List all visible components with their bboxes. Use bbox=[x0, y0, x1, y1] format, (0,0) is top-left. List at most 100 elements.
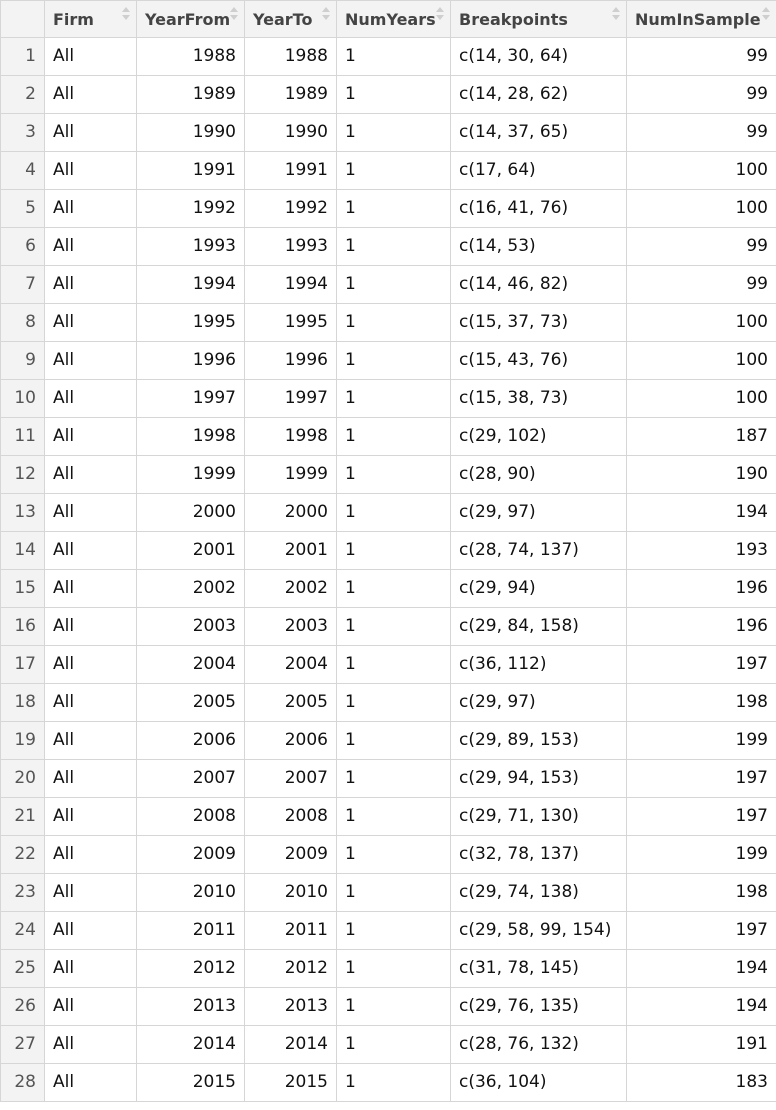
cell-yearfrom: 1998 bbox=[136, 417, 245, 456]
cell-numyears: 1 bbox=[336, 721, 451, 760]
table-row: 2 All 1989 1989 1 c(14, 28, 62) 99 bbox=[0, 75, 776, 114]
row-index: 27 bbox=[0, 1025, 45, 1064]
column-header-label: Firm bbox=[53, 9, 94, 29]
cell-breakpoints: c(29, 102) bbox=[450, 417, 627, 456]
sort-icon[interactable] bbox=[322, 7, 330, 27]
cell-numinsample: 191 bbox=[626, 1025, 776, 1064]
cell-breakpoints: c(14, 37, 65) bbox=[450, 113, 627, 152]
cell-yearto: 1995 bbox=[244, 303, 337, 342]
cell-breakpoints: c(14, 30, 64) bbox=[450, 37, 627, 76]
table-row: 15 All 2002 2002 1 c(29, 94) 196 bbox=[0, 569, 776, 608]
cell-numyears: 1 bbox=[336, 455, 451, 494]
table-row: 19 All 2006 2006 1 c(29, 89, 153) 199 bbox=[0, 721, 776, 760]
cell-yearfrom: 2002 bbox=[136, 569, 245, 608]
cell-numinsample: 196 bbox=[626, 569, 776, 608]
cell-firm: All bbox=[44, 493, 137, 532]
cell-numyears: 1 bbox=[336, 987, 451, 1026]
column-header-breakpoints[interactable]: Breakpoints bbox=[450, 0, 627, 38]
sort-icon[interactable] bbox=[612, 7, 620, 27]
cell-breakpoints: c(15, 37, 73) bbox=[450, 303, 627, 342]
table-row: 24 All 2011 2011 1 c(29, 58, 99, 154) 197 bbox=[0, 911, 776, 950]
row-index: 4 bbox=[0, 151, 45, 190]
cell-breakpoints: c(29, 97) bbox=[450, 683, 627, 722]
cell-yearto: 1996 bbox=[244, 341, 337, 380]
cell-breakpoints: c(31, 78, 145) bbox=[450, 949, 627, 988]
column-header-numinsample[interactable]: NumInSample bbox=[626, 0, 776, 38]
sort-icon[interactable] bbox=[122, 7, 130, 27]
cell-firm: All bbox=[44, 569, 137, 608]
cell-numinsample: 197 bbox=[626, 911, 776, 950]
cell-breakpoints: c(32, 78, 137) bbox=[450, 835, 627, 874]
cell-numyears: 1 bbox=[336, 379, 451, 418]
cell-breakpoints: c(15, 38, 73) bbox=[450, 379, 627, 418]
cell-breakpoints: c(36, 104) bbox=[450, 1063, 627, 1102]
cell-numinsample: 197 bbox=[626, 645, 776, 684]
cell-firm: All bbox=[44, 987, 137, 1026]
cell-yearto: 1998 bbox=[244, 417, 337, 456]
cell-yearfrom: 1991 bbox=[136, 151, 245, 190]
cell-numyears: 1 bbox=[336, 151, 451, 190]
row-index: 10 bbox=[0, 379, 45, 418]
sort-icon[interactable] bbox=[762, 7, 770, 27]
cell-breakpoints: c(29, 76, 135) bbox=[450, 987, 627, 1026]
cell-numyears: 1 bbox=[336, 873, 451, 912]
cell-breakpoints: c(29, 84, 158) bbox=[450, 607, 627, 646]
cell-yearto: 1989 bbox=[244, 75, 337, 114]
cell-numyears: 1 bbox=[336, 569, 451, 608]
cell-numyears: 1 bbox=[336, 835, 451, 874]
row-index: 12 bbox=[0, 455, 45, 494]
cell-yearfrom: 1996 bbox=[136, 341, 245, 380]
cell-yearfrom: 2000 bbox=[136, 493, 245, 532]
cell-yearto: 1997 bbox=[244, 379, 337, 418]
table-row: 18 All 2005 2005 1 c(29, 97) 198 bbox=[0, 683, 776, 722]
cell-yearto: 2004 bbox=[244, 645, 337, 684]
cell-numinsample: 100 bbox=[626, 303, 776, 342]
cell-firm: All bbox=[44, 759, 137, 798]
row-index: 28 bbox=[0, 1063, 45, 1102]
cell-yearfrom: 2004 bbox=[136, 645, 245, 684]
cell-firm: All bbox=[44, 1025, 137, 1064]
table-row: 28 All 2015 2015 1 c(36, 104) 183 bbox=[0, 1063, 776, 1102]
column-header-numyears[interactable]: NumYears bbox=[336, 0, 451, 38]
sort-icon[interactable] bbox=[436, 7, 444, 27]
table-row: 11 All 1998 1998 1 c(29, 102) 187 bbox=[0, 417, 776, 456]
row-index: 13 bbox=[0, 493, 45, 532]
cell-numyears: 1 bbox=[336, 227, 451, 266]
table-row: 25 All 2012 2012 1 c(31, 78, 145) 194 bbox=[0, 949, 776, 988]
cell-numinsample: 100 bbox=[626, 379, 776, 418]
cell-firm: All bbox=[44, 645, 137, 684]
cell-numinsample: 198 bbox=[626, 873, 776, 912]
cell-breakpoints: c(28, 90) bbox=[450, 455, 627, 494]
table-row: 10 All 1997 1997 1 c(15, 38, 73) 100 bbox=[0, 379, 776, 418]
cell-yearto: 1993 bbox=[244, 227, 337, 266]
sort-icon[interactable] bbox=[230, 7, 238, 27]
cell-yearfrom: 1994 bbox=[136, 265, 245, 304]
row-index: 9 bbox=[0, 341, 45, 380]
cell-yearto: 2002 bbox=[244, 569, 337, 608]
row-index: 5 bbox=[0, 189, 45, 228]
column-header-yearfrom[interactable]: YearFrom bbox=[136, 0, 245, 38]
row-index: 11 bbox=[0, 417, 45, 456]
cell-numinsample: 198 bbox=[626, 683, 776, 722]
cell-breakpoints: c(17, 64) bbox=[450, 151, 627, 190]
table-row: 8 All 1995 1995 1 c(15, 37, 73) 100 bbox=[0, 303, 776, 342]
cell-firm: All bbox=[44, 1063, 137, 1102]
table-row: 9 All 1996 1996 1 c(15, 43, 76) 100 bbox=[0, 341, 776, 380]
cell-breakpoints: c(14, 28, 62) bbox=[450, 75, 627, 114]
table-body: 1 All 1988 1988 1 c(14, 30, 64) 99 2 All 1989 1989… bbox=[0, 37, 776, 1102]
cell-yearto: 2007 bbox=[244, 759, 337, 798]
table-row: 3 All 1990 1990 1 c(14, 37, 65) 99 bbox=[0, 113, 776, 152]
cell-yearfrom: 2012 bbox=[136, 949, 245, 988]
cell-numinsample: 187 bbox=[626, 417, 776, 456]
cell-firm: All bbox=[44, 911, 137, 950]
cell-breakpoints: c(14, 53) bbox=[450, 227, 627, 266]
cell-yearto: 2013 bbox=[244, 987, 337, 1026]
cell-breakpoints: c(29, 89, 153) bbox=[450, 721, 627, 760]
cell-firm: All bbox=[44, 721, 137, 760]
cell-yearto: 1990 bbox=[244, 113, 337, 152]
column-header-firm[interactable]: Firm bbox=[44, 0, 137, 38]
row-index: 24 bbox=[0, 911, 45, 950]
column-header-yearto[interactable]: YearTo bbox=[244, 0, 337, 38]
column-header-label: YearTo bbox=[253, 9, 313, 29]
cell-breakpoints: c(29, 71, 130) bbox=[450, 797, 627, 836]
